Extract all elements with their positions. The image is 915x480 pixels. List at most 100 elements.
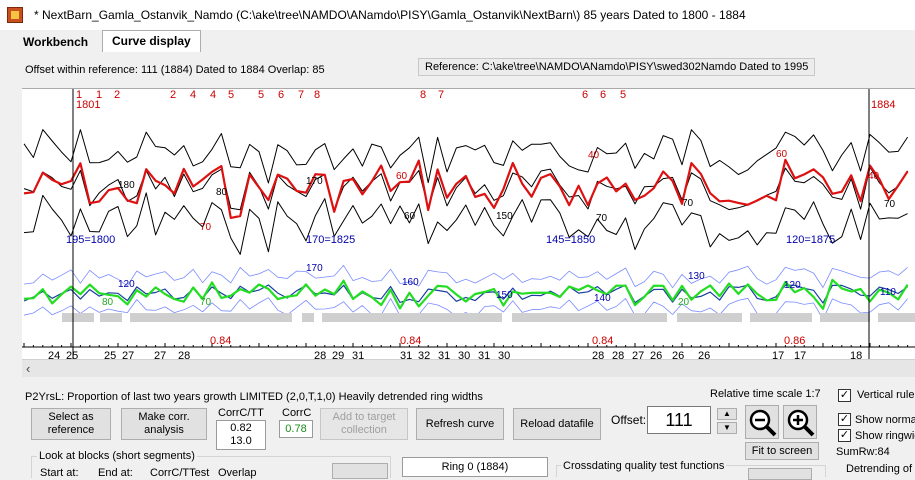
block-segment bbox=[512, 313, 667, 322]
block-segment bbox=[677, 313, 742, 322]
title-bar: * NextBarn_Gamla_Ostanvik_Namdo (C:\ake\… bbox=[0, 0, 915, 30]
tab-curve-display[interactable]: Curve display bbox=[102, 30, 201, 52]
curve-label: 60 bbox=[404, 211, 416, 222]
bottom-number: 31 bbox=[400, 350, 412, 360]
crossdating-label: Crossdating quality test functions bbox=[561, 460, 727, 472]
bottom-number: 32 bbox=[418, 350, 430, 360]
top-mark: 2 bbox=[170, 89, 176, 101]
curve-label: 170 bbox=[306, 176, 323, 187]
sumrw-label: SumRw:84 bbox=[836, 446, 890, 458]
vertical-ruler-label: Vertical ruler bbox=[857, 389, 915, 401]
corrc-tt-box: 0.82 13.0 bbox=[216, 420, 266, 450]
bottom-number: 17 bbox=[794, 350, 806, 360]
reference-upper-curve bbox=[23, 129, 909, 184]
curve-label: 40 bbox=[588, 150, 600, 161]
zoom-out-icon bbox=[749, 409, 777, 437]
blocks-button[interactable] bbox=[332, 463, 388, 479]
top-mark: 1 bbox=[96, 89, 102, 101]
select-as-reference-button[interactable]: Select as reference bbox=[31, 408, 111, 440]
index-label: 120 bbox=[784, 280, 801, 291]
top-mark: 5 bbox=[258, 89, 264, 101]
show-ringwidth-label: Show ringwid bbox=[855, 430, 915, 442]
bottom-number: 31 bbox=[352, 350, 364, 360]
block-segment bbox=[750, 313, 812, 322]
vertical-ruler-checkbox[interactable]: ✓ bbox=[838, 389, 851, 402]
top-mark: 4 bbox=[190, 89, 196, 101]
corr-value: 0.84 bbox=[592, 335, 613, 347]
bottom-number: 17 bbox=[772, 350, 784, 360]
curve-label: 150 bbox=[496, 211, 513, 222]
axis-ticks bbox=[23, 343, 909, 347]
bottom-number: 28 bbox=[612, 350, 624, 360]
corrc-label: CorrC bbox=[282, 407, 312, 419]
sample-curve bbox=[23, 158, 909, 219]
decade-label: 170=1825 bbox=[306, 234, 355, 246]
bottom-number: 30 bbox=[458, 350, 470, 360]
tab-workbench[interactable]: Workbench bbox=[14, 32, 98, 52]
block-segment bbox=[100, 313, 122, 322]
time-scale-label: Relative time scale 1:7 bbox=[710, 388, 821, 400]
zoom-in-button[interactable] bbox=[783, 405, 817, 439]
reload-datafile-button[interactable]: Reload datafile bbox=[513, 408, 601, 440]
show-normal-label: Show normal bbox=[855, 414, 915, 426]
curve-chart[interactable]: 1 1 2 2 4 4 5 5 6 7 8 8 7 6 6 5 1801 188… bbox=[22, 88, 915, 360]
start-at-label: Start at: bbox=[40, 467, 79, 479]
end-year-label: 1884 bbox=[871, 99, 895, 111]
offset-label: Offset: bbox=[611, 413, 647, 427]
add-to-target-button[interactable]: Add to target collection bbox=[320, 408, 408, 440]
decade-label: 195=1800 bbox=[66, 234, 115, 246]
top-mark: 7 bbox=[298, 89, 304, 101]
index-blue-curves bbox=[23, 265, 908, 320]
block-segment bbox=[130, 313, 292, 322]
top-mark: 8 bbox=[314, 89, 320, 101]
top-mark: 5 bbox=[620, 89, 626, 101]
curve-label: 70 bbox=[596, 213, 608, 224]
zoom-in-icon bbox=[787, 409, 815, 437]
overlap-label: Overlap bbox=[218, 467, 257, 479]
show-ringwidth-checkbox[interactable]: ✓ bbox=[838, 429, 851, 442]
index-label: 160 bbox=[402, 277, 419, 288]
sample-ringwidth-curve bbox=[23, 158, 909, 219]
start-year-label: 1801 bbox=[76, 99, 100, 111]
reference-mean-curve bbox=[23, 166, 909, 211]
top-mark: 5 bbox=[228, 89, 234, 101]
zoom-out-button[interactable] bbox=[745, 405, 779, 439]
index-green-curve bbox=[23, 278, 909, 310]
ring-info-box: Ring 0 (1884) bbox=[402, 457, 548, 477]
index-sample-curve bbox=[23, 278, 909, 310]
index-label: 120 bbox=[118, 279, 135, 290]
tab-bar: Workbench Curve display bbox=[0, 30, 915, 52]
block-segment bbox=[302, 313, 314, 322]
offset-input[interactable]: 111 bbox=[647, 406, 711, 434]
horizontal-scrollbar[interactable]: ‹ bbox=[22, 359, 915, 377]
index-upper-curve bbox=[23, 265, 908, 289]
offset-up-icon[interactable]: ▲ bbox=[717, 408, 737, 420]
bottom-number: 18 bbox=[850, 350, 862, 360]
refresh-curve-button[interactable]: Refresh curve bbox=[416, 408, 504, 440]
block-segment bbox=[878, 313, 915, 322]
crossdating-button[interactable] bbox=[748, 468, 812, 480]
bottom-number: 24 bbox=[48, 350, 60, 360]
curve-label: 70 bbox=[682, 198, 694, 209]
window-title: * NextBarn_Gamla_Ostanvik_Namdo (C:\ake\… bbox=[34, 8, 746, 22]
bottom-number: 25 bbox=[104, 350, 116, 360]
fit-to-screen-button[interactable]: Fit to screen bbox=[745, 442, 819, 460]
scroll-left-icon[interactable]: ‹ bbox=[26, 361, 31, 376]
block-segment bbox=[62, 313, 94, 322]
top-mark: 8 bbox=[420, 89, 426, 101]
corr-value: 0.86 bbox=[784, 335, 805, 347]
curve-label: 80 bbox=[216, 187, 228, 198]
make-corr-analysis-button[interactable]: Make corr. analysis bbox=[121, 408, 207, 440]
show-normal-checkbox[interactable]: ✓ bbox=[838, 413, 851, 426]
bottom-number: 27 bbox=[632, 350, 644, 360]
curve-label: 60 bbox=[396, 171, 408, 182]
curve-label: 180 bbox=[118, 180, 135, 191]
corr-value: 0.84 bbox=[400, 335, 421, 347]
index-label: 20 bbox=[678, 297, 690, 308]
curve-label: 40 bbox=[868, 171, 880, 182]
curve-label: 70 bbox=[884, 199, 896, 210]
top-mark: 6 bbox=[600, 89, 606, 101]
top-mark: 7 bbox=[438, 89, 444, 101]
offset-down-icon[interactable]: ▼ bbox=[717, 422, 737, 434]
index-label: 150 bbox=[496, 290, 513, 301]
